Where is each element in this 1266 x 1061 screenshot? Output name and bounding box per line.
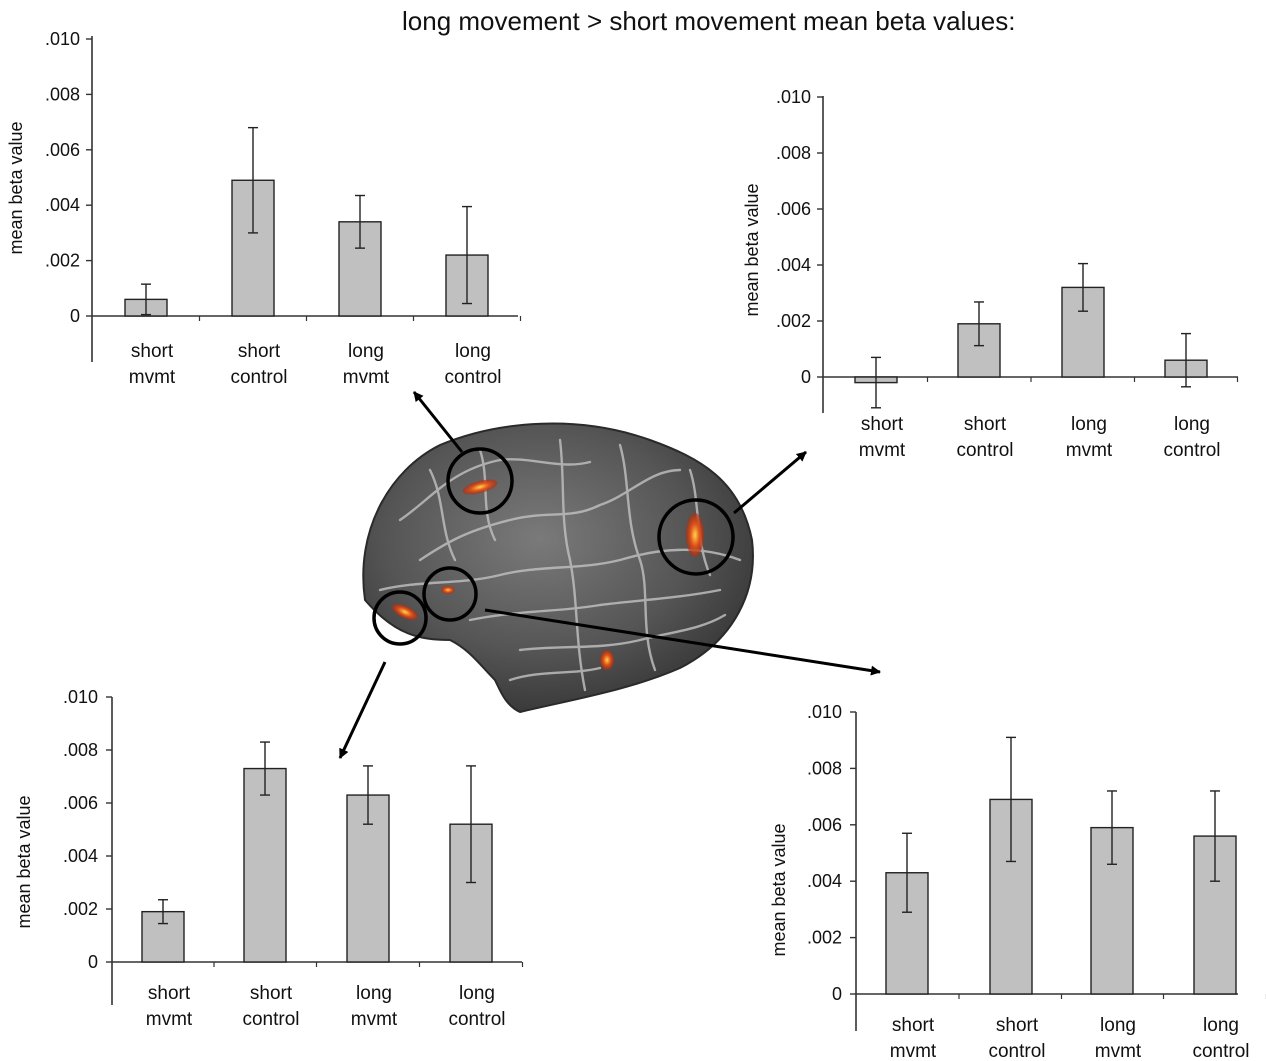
x-category-label: control <box>444 367 501 388</box>
error-bar <box>1107 790 1117 865</box>
x-category-label: control <box>448 1009 505 1030</box>
bar-chart-bottom-right: 0 .002 .004 .006 .008 .010 mean beta value shor… <box>769 702 1266 1061</box>
connector-arrows <box>338 391 881 759</box>
x-category-label: long <box>348 341 384 362</box>
error-bar <box>248 126 258 234</box>
y-tick-label: .004 <box>45 195 80 215</box>
figure-title: long movement > short movement mean beta… <box>402 6 1016 36</box>
bar-chart-top-right: 0 .002 .004 .006 .008 .010 mean beta value shor… <box>742 87 1239 461</box>
x-category-label: long <box>1071 414 1107 435</box>
x-category-label: mvmt <box>146 1009 193 1030</box>
y-tick-label: .002 <box>45 251 80 271</box>
x-category-label: short <box>964 414 1007 435</box>
bar <box>243 767 287 963</box>
y-tick-label: .002 <box>63 899 98 919</box>
x-category-label: control <box>242 1009 299 1030</box>
y-tick-label: .008 <box>63 740 98 760</box>
x-category-label: mvmt <box>1095 1041 1142 1061</box>
error-bar <box>466 765 476 884</box>
x-category-label: mvmt <box>890 1041 937 1061</box>
x-category-label: long <box>455 341 491 362</box>
x-category-label: short <box>861 414 904 435</box>
y-tick-label: 0 <box>88 952 98 972</box>
y-tick-label: .004 <box>63 846 98 866</box>
error-bar <box>1078 262 1088 312</box>
error-bar <box>902 832 912 913</box>
x-category-label: long <box>356 983 392 1004</box>
y-tick-label: .004 <box>807 871 842 891</box>
x-category-label: control <box>988 1041 1045 1061</box>
y-tick-label: .010 <box>776 87 811 107</box>
error-bar <box>141 283 151 316</box>
x-category-label: long <box>459 983 495 1004</box>
error-bar <box>355 194 365 249</box>
y-axis-label: mean beta value <box>769 823 789 956</box>
brain-illustration <box>362 422 754 714</box>
y-tick-label: .006 <box>45 140 80 160</box>
y-tick-label: .002 <box>776 311 811 331</box>
x-category-label: mvmt <box>129 367 176 388</box>
y-tick-label: .004 <box>776 255 811 275</box>
y-tick-label: .006 <box>776 199 811 219</box>
x-category-label: long <box>1174 414 1210 435</box>
y-tick-label: 0 <box>801 367 811 387</box>
y-tick-label: 0 <box>832 984 842 1004</box>
x-category-label: long <box>1203 1015 1239 1036</box>
x-category-label: mvmt <box>859 440 906 461</box>
y-tick-label: .008 <box>45 84 80 104</box>
x-category-label: short <box>148 983 191 1004</box>
x-category-label: short <box>238 341 281 362</box>
y-tick-label: .010 <box>807 702 842 722</box>
error-bar <box>974 301 984 347</box>
y-axis-label: mean beta value <box>14 795 34 928</box>
x-category-label: mvmt <box>1066 440 1113 461</box>
bar-chart-bottom-left: 0 .002 .004 .006 .008 .010 mean beta value shor… <box>14 687 524 1030</box>
error-bar <box>1181 332 1191 388</box>
y-tick-label: .008 <box>776 143 811 163</box>
y-tick-label: .010 <box>45 29 80 49</box>
x-category-label: mvmt <box>343 367 390 388</box>
y-tick-label: .008 <box>807 758 842 778</box>
y-tick-label: 0 <box>70 306 80 326</box>
y-tick-label: .010 <box>63 687 98 707</box>
error-bar <box>260 741 270 796</box>
x-category-label: control <box>230 367 287 388</box>
y-tick-label: .006 <box>807 815 842 835</box>
y-axis-label: mean beta value <box>742 183 762 316</box>
x-category-label: long <box>1100 1015 1136 1036</box>
error-bar <box>1210 790 1220 882</box>
y-axis-label: mean beta value <box>6 121 26 254</box>
bar-chart-top-left: 0 .002 .004 .006 .008 .010 mean beta value shor… <box>6 29 522 388</box>
y-tick-label: .002 <box>807 928 842 948</box>
error-bar <box>158 899 168 925</box>
x-category-label: short <box>250 983 293 1004</box>
x-category-label: control <box>1192 1041 1249 1061</box>
error-bar <box>462 205 472 305</box>
x-category-label: short <box>131 341 174 362</box>
error-bar <box>363 765 373 825</box>
y-tick-label: .006 <box>63 793 98 813</box>
error-bar <box>871 356 881 409</box>
x-category-label: mvmt <box>351 1009 398 1030</box>
x-category-label: control <box>1163 440 1220 461</box>
x-category-label: short <box>996 1015 1039 1036</box>
x-category-label: control <box>956 440 1013 461</box>
error-bar <box>1006 736 1016 863</box>
x-category-label: short <box>892 1015 935 1036</box>
